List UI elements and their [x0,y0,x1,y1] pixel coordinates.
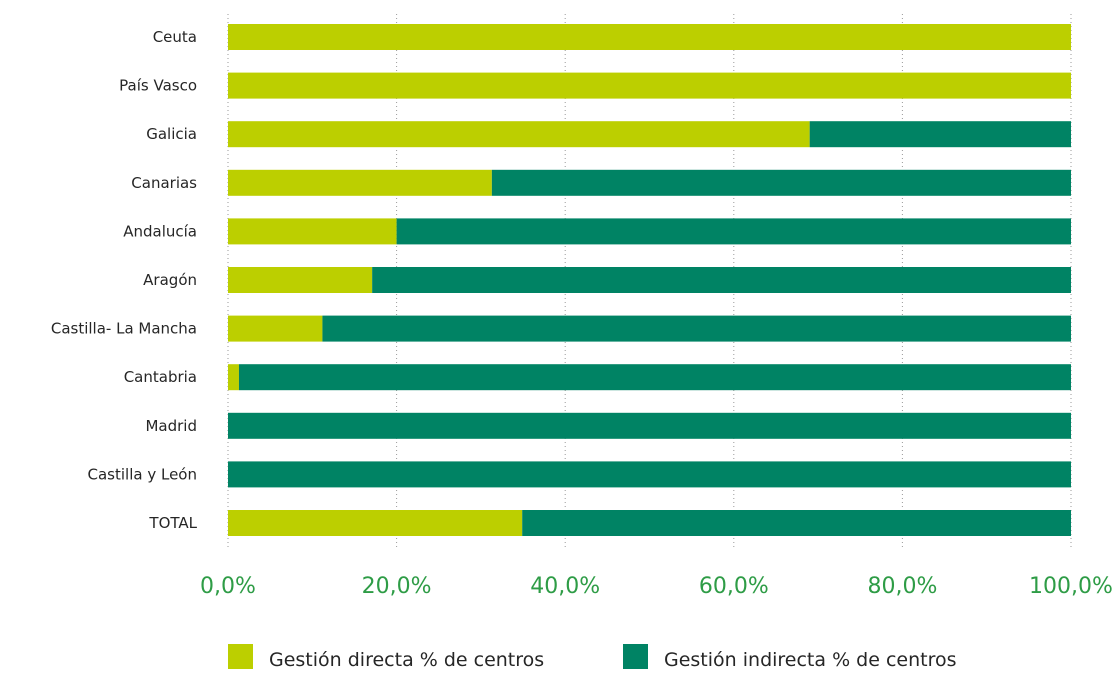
category-label-layer: Ceuta País Vasco Galicia Canarias Andalucía A… [51,28,198,532]
category-label: TOTAL [148,514,197,532]
category-label: Canarias [131,174,197,192]
bar-directa-10 [228,510,523,536]
bar-indirecta-2 [809,121,1071,148]
category-label: Andalucía [123,222,197,240]
category-label: País Vasco [119,77,197,95]
category-label: Castilla- La Mancha [51,320,197,338]
x-tick-label: 0,0% [200,574,256,599]
bar-indirecta-4 [396,218,1072,245]
x-tick-label-layer: 0,0% 20,0% 40,0% 60,0% 80,0% 100,0% [200,574,1112,599]
category-label: Aragón [143,271,197,289]
bar-indirecta-6 [322,315,1071,342]
category-label: Cantabria [124,368,197,386]
legend: Gestión directa % de centros Gestión indi… [228,644,957,671]
bar-directa-5 [228,267,373,293]
legend-label-directa: Gestión directa % de centros [269,649,544,671]
x-tick-label: 60,0% [699,574,769,599]
x-tick-label: 80,0% [867,574,937,599]
bar-indirecta-8 [228,412,1071,439]
legend-swatch-indirecta [623,644,648,669]
bar-indirecta-9 [228,461,1071,488]
bar-directa-3 [228,169,492,196]
bar-indirecta-10 [522,510,1071,536]
bar-indirecta-7 [238,364,1072,391]
bar-indirecta-5 [372,267,1071,293]
x-tick-label: 100,0% [1029,574,1112,599]
grid-layer [227,14,1072,547]
category-label: Galicia [146,125,197,143]
bar-directa-4 [228,218,397,245]
x-tick-label: 20,0% [362,574,432,599]
x-tick-label: 40,0% [530,574,600,599]
category-label: Castilla y León [88,465,197,483]
bar-directa-2 [228,121,810,148]
legend-label-indirecta: Gestión indirecta % de centros [664,649,957,671]
bar-directa-6 [228,315,323,342]
category-label: Madrid [145,417,197,435]
legend-swatch-directa [228,644,253,669]
bar-directa-7 [228,364,239,391]
bar-indirecta-3 [491,169,1071,196]
bar-directa-1 [228,72,1071,99]
bar-layer [228,24,1072,536]
bar-directa-0 [228,24,1071,50]
category-label: Ceuta [153,28,197,46]
